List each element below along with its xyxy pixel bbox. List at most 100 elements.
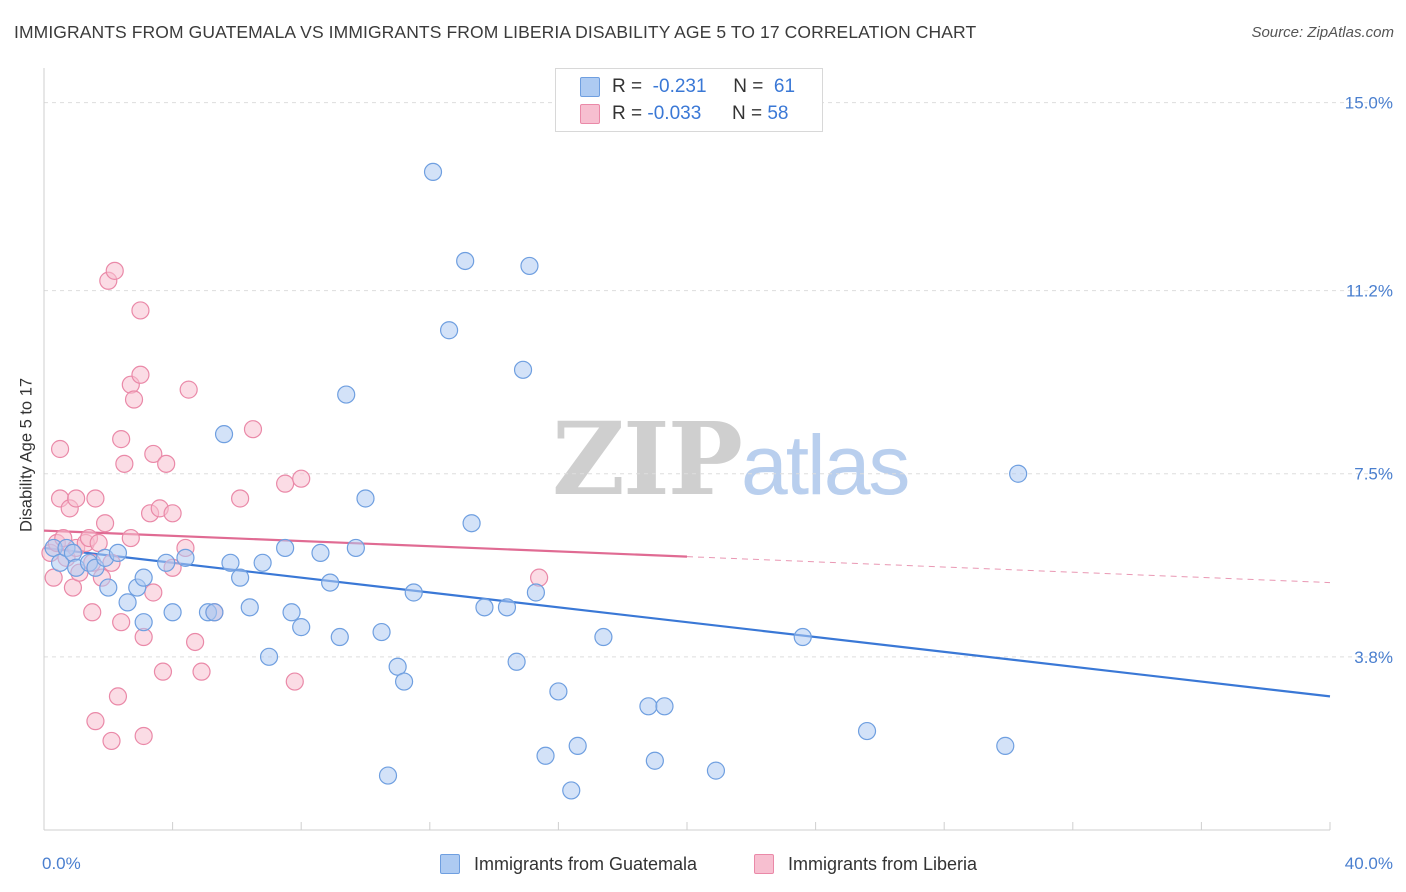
data-point-guatemala [857, 721, 877, 741]
data-point-liberia [108, 687, 128, 706]
bottom-legend-label: Immigrants from Liberia [788, 853, 978, 874]
x-tick-label: 40.0% [1345, 854, 1393, 873]
bottom-legend-liberia: Immigrants from Liberia [754, 851, 977, 877]
data-point-guatemala [594, 627, 613, 647]
axes [43, 68, 1331, 831]
data-point-guatemala [356, 489, 375, 508]
data-point-liberia [153, 662, 173, 681]
data-point-guatemala [231, 568, 250, 587]
data-point-liberia [112, 430, 131, 449]
data-point-guatemala [456, 251, 475, 271]
data-point-guatemala [497, 598, 517, 617]
watermark-zip: ZIP [552, 400, 743, 518]
y-tick-label: 3.8% [1354, 648, 1393, 667]
y-tick-label: 7.5% [1354, 465, 1393, 484]
watermark-atlas: atlas [740, 418, 910, 512]
data-point-guatemala [562, 781, 581, 800]
legend-r-value: -0.231 [652, 76, 707, 97]
legend-swatch-guatemala [580, 77, 600, 97]
data-point-liberia [243, 420, 263, 439]
legend-n-label: N = [731, 103, 763, 124]
data-point-liberia [292, 469, 311, 488]
legend-row-liberia: R = -0.033 N = 58 [580, 100, 788, 128]
data-point-guatemala [404, 583, 423, 602]
data-point-liberia [115, 454, 134, 473]
data-point-guatemala [99, 578, 118, 597]
data-point-liberia [121, 528, 140, 548]
data-point-liberia [67, 489, 86, 508]
data-point-liberia [285, 672, 304, 691]
watermark: ZIPatlas [552, 400, 910, 518]
data-point-guatemala [549, 682, 568, 701]
data-point-guatemala [253, 553, 272, 572]
data-point-guatemala [118, 593, 137, 612]
legend-swatch-liberia [580, 104, 600, 124]
trend-line-guatemala [43, 546, 1331, 698]
data-points [41, 162, 1028, 800]
legend-r-label: R = [612, 76, 643, 97]
legend-n-value: 58 [767, 103, 789, 124]
data-point-liberia [192, 662, 211, 681]
data-point-guatemala [221, 553, 240, 572]
data-point-guatemala [330, 627, 349, 647]
bottom-legend-label: Immigrants from Guatemala [474, 853, 698, 874]
data-point-guatemala [439, 321, 459, 340]
data-point-liberia [86, 712, 105, 731]
data-point-guatemala [526, 583, 545, 602]
data-point-guatemala [639, 697, 658, 716]
data-point-guatemala [134, 613, 153, 632]
data-point-guatemala [276, 538, 295, 558]
data-point-guatemala [793, 627, 812, 647]
legend-n-label: N = [733, 76, 764, 97]
data-point-guatemala [655, 697, 674, 716]
trend-line-liberia [43, 529, 688, 558]
data-point-guatemala [507, 652, 526, 671]
data-point-guatemala [423, 162, 443, 182]
y-tick-label: 15.0% [1345, 94, 1393, 113]
data-point-guatemala [311, 543, 330, 563]
data-point-guatemala [520, 256, 539, 276]
data-point-guatemala [536, 746, 555, 765]
bottom-swatch-guatemala [440, 854, 460, 874]
chart-title: IMMIGRANTS FROM GUATEMALA VS IMMIGRANTS … [14, 22, 977, 42]
data-point-guatemala [108, 543, 128, 563]
data-point-liberia [112, 613, 131, 632]
data-point-liberia [102, 731, 121, 751]
data-point-liberia [124, 390, 144, 409]
data-point-guatemala [462, 514, 481, 533]
data-point-guatemala [568, 736, 587, 755]
correlation-legend: R = -0.231 N = 61 R = -0.033 N = 58 [555, 68, 823, 132]
source-label: Source: ZipAtlas.com [1251, 24, 1394, 41]
data-point-guatemala [337, 385, 356, 404]
data-point-guatemala [1009, 464, 1028, 483]
legend-row-guatemala: R = -0.231 N = 61 [580, 73, 795, 101]
x-tick-label: 0.0% [42, 854, 81, 873]
trend-line-extension-liberia [686, 556, 1331, 584]
data-point-guatemala [292, 618, 311, 637]
data-point-guatemala [259, 647, 279, 666]
data-point-liberia [530, 568, 549, 587]
data-point-guatemala [378, 766, 398, 785]
data-point-liberia [131, 365, 150, 384]
data-point-guatemala [163, 603, 182, 622]
legend-r-label: R = [612, 103, 643, 124]
data-point-guatemala [394, 672, 414, 691]
data-point-liberia [131, 301, 150, 320]
data-point-liberia [86, 489, 105, 508]
bottom-swatch-liberia [754, 854, 774, 874]
data-point-liberia [50, 439, 70, 459]
data-point-guatemala [134, 568, 153, 587]
bottom-legend-guatemala: Immigrants from Guatemala [440, 851, 697, 877]
data-point-liberia [163, 504, 182, 523]
data-point-liberia [144, 444, 163, 464]
legend-r-value: -0.033 [647, 103, 702, 124]
data-point-liberia [157, 454, 176, 473]
data-point-liberia [95, 514, 115, 533]
data-point-guatemala [63, 543, 83, 563]
data-point-liberia [105, 261, 124, 280]
y-tick-label: 11.2% [1346, 282, 1393, 301]
tick-labels: 3.8% 7.5% 11.2% 15.0% 0.0% 40.0% [42, 94, 1393, 873]
data-point-guatemala [346, 538, 365, 558]
data-point-guatemala [240, 598, 259, 617]
data-point-guatemala [996, 736, 1015, 755]
